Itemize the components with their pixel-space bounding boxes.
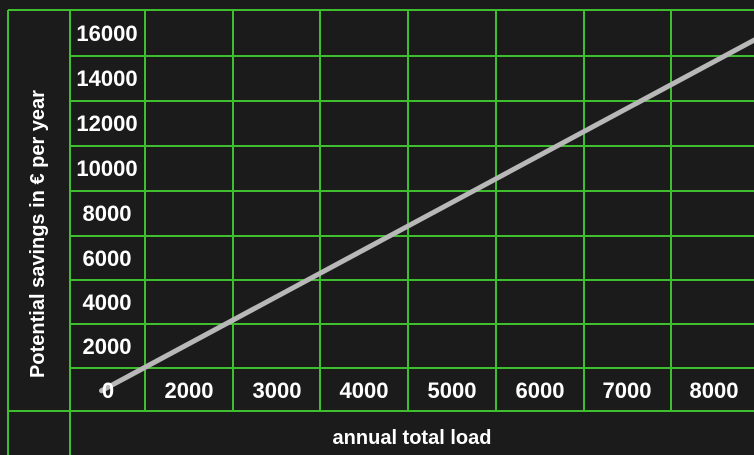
- grid-layer: [7, 9, 754, 455]
- x-tick-label: 5000: [428, 378, 477, 403]
- y-tick-labels: 16000 14000 12000 10000 8000 6000 4000 2000: [76, 21, 137, 359]
- x-tick-label: 3000: [253, 378, 302, 403]
- x-tick-label: 2000: [165, 378, 214, 403]
- series-layer: [99, 37, 754, 394]
- y-tick-label: 8000: [83, 201, 132, 226]
- x-axis-label: annual total load: [333, 427, 492, 449]
- y-tick-label: 6000: [83, 246, 132, 271]
- x-tick-label: 7000: [603, 378, 652, 403]
- y-tick-label: 16000: [76, 21, 137, 46]
- y-tick-label: 4000: [83, 290, 132, 315]
- x-tick-label: 4000: [340, 378, 389, 403]
- y-axis-label: Potential savings in € per year: [27, 90, 49, 378]
- y-tick-label: 2000: [83, 334, 132, 359]
- savings-line: [99, 37, 754, 394]
- x-tick-label: 8000: [690, 378, 739, 403]
- y-tick-label: 10000: [76, 156, 137, 181]
- x-tick-labels: 0 2000 3000 4000 5000 6000 7000 8000: [102, 378, 739, 403]
- x-tick-label: 6000: [516, 378, 565, 403]
- y-tick-label: 14000: [76, 66, 137, 91]
- x-tick-label: 0: [102, 378, 114, 403]
- y-tick-label: 12000: [76, 111, 137, 136]
